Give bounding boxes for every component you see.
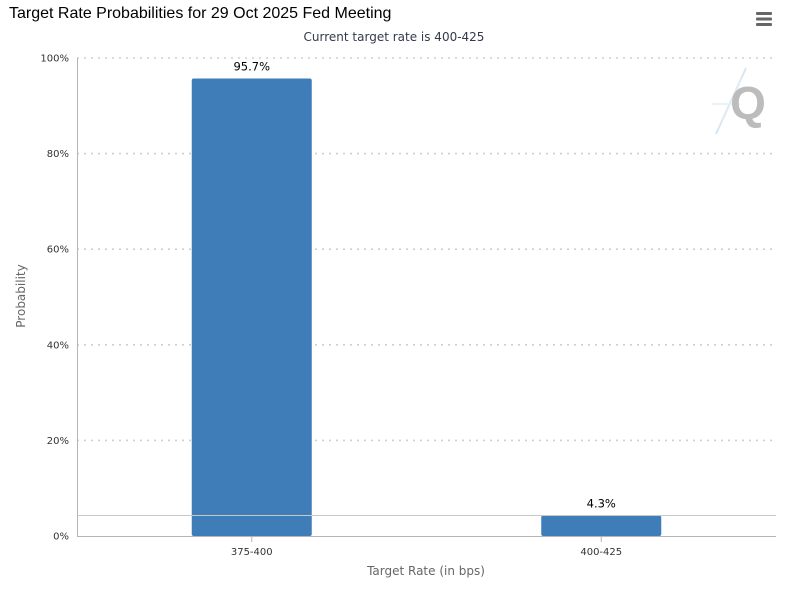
y-tick-label-100: 100% — [40, 54, 69, 65]
x-axis-title: Target Rate (in bps) — [366, 564, 485, 578]
chart-subtitle: Current target rate is 400-425 — [303, 30, 485, 44]
labels: 0% 20% 40% 60% 80% 100% 95.7% 375-400 4.3% 400-42… — [40, 54, 622, 559]
grid-lines — [77, 57, 776, 442]
bar-400-425[interactable] — [541, 515, 662, 536]
bar-375-400[interactable] — [191, 78, 312, 536]
hamburger-menu-icon[interactable] — [752, 8, 776, 30]
q-logo-icon: Q — [712, 67, 766, 135]
y-tick-label-40: 40% — [47, 340, 69, 351]
y-tick-label-60: 60% — [47, 245, 69, 256]
data-label-400-425: 4.3% — [587, 496, 616, 510]
y-tick-label-80: 80% — [47, 149, 69, 160]
axes — [77, 58, 776, 542]
y-tick-label-20: 20% — [47, 436, 69, 447]
data-label-375-400: 95.7% — [233, 60, 270, 74]
y-axis-title: Probability — [14, 264, 28, 327]
hamburger-menu-glyph — [756, 12, 772, 26]
y-tick-label-0: 0% — [53, 532, 69, 543]
q-logo-letter: Q — [730, 77, 766, 129]
chart-title: Target Rate Probabilities for 29 Oct 202… — [9, 5, 392, 22]
x-tick-label-400-425: 400-425 — [580, 547, 622, 558]
x-tick-label-375-400: 375-400 — [231, 547, 273, 558]
bars — [191, 78, 662, 536]
